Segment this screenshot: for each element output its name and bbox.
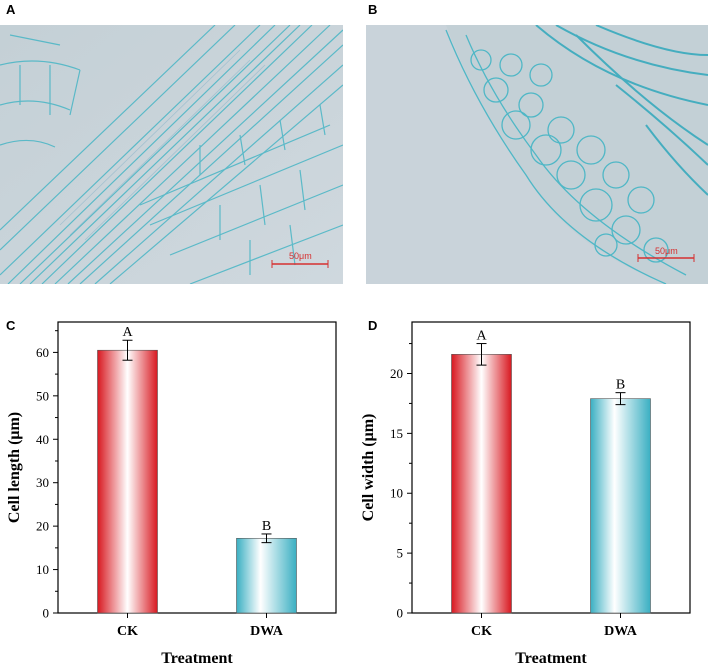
y-tick-label: 15 bbox=[390, 426, 403, 441]
panel-letter-c: C bbox=[6, 318, 16, 333]
panel-letter-d: D bbox=[368, 318, 378, 333]
y-axis-title: Cell width (μm) bbox=[360, 414, 377, 522]
y-tick-label: 20 bbox=[390, 366, 403, 381]
x-tick-label-dwa: DWA bbox=[250, 624, 284, 639]
bar-dwa bbox=[590, 398, 651, 614]
y-tick-label: 30 bbox=[36, 475, 49, 490]
y-axis-title: Cell length (μm) bbox=[6, 412, 23, 523]
y-tick-label: 0 bbox=[43, 606, 50, 621]
micrograph-a: 50μm bbox=[0, 25, 343, 284]
plot-frame bbox=[411, 321, 691, 614]
y-tick-label: 0 bbox=[397, 606, 404, 621]
panel-letter-b: B bbox=[368, 2, 378, 17]
x-axis-title: Treatment bbox=[515, 650, 587, 665]
x-tick-label-dwa: DWA bbox=[604, 624, 638, 639]
chart-cell-length: 0 10 20 30 40 50 60 A CK B DWA Treatment Cell length… bbox=[6, 321, 337, 665]
bar-ck bbox=[451, 354, 512, 614]
y-tick-label: 10 bbox=[36, 562, 49, 577]
chart-cell-width: 0 5 10 15 20 A CK B DWA Treatment Cell width (μm) bbox=[360, 321, 691, 665]
x-tick-label-ck: CK bbox=[117, 624, 138, 639]
bar-ck bbox=[97, 349, 158, 614]
x-axis-title: Treatment bbox=[161, 650, 233, 665]
significance-label-dwa: B bbox=[616, 378, 625, 393]
significance-label-dwa: B bbox=[262, 519, 271, 534]
bar-dwa bbox=[236, 537, 297, 614]
significance-label-ck: A bbox=[476, 329, 487, 344]
y-tick-label: 60 bbox=[36, 345, 49, 360]
y-tick-label: 5 bbox=[397, 546, 404, 561]
y-tick-label: 20 bbox=[36, 519, 49, 534]
plot-frame bbox=[57, 321, 337, 614]
micrograph-b: 50μm bbox=[366, 25, 708, 284]
significance-label-ck: A bbox=[122, 325, 133, 340]
y-tick-label: 10 bbox=[390, 486, 403, 501]
panel-letter-a: A bbox=[6, 2, 16, 17]
y-tick-label: 40 bbox=[36, 432, 49, 447]
scale-bar-label-a: 50μm bbox=[289, 251, 312, 261]
y-tick-label: 50 bbox=[36, 388, 49, 403]
scale-bar-label-b: 50μm bbox=[655, 246, 678, 256]
x-tick-label-ck: CK bbox=[471, 624, 492, 639]
